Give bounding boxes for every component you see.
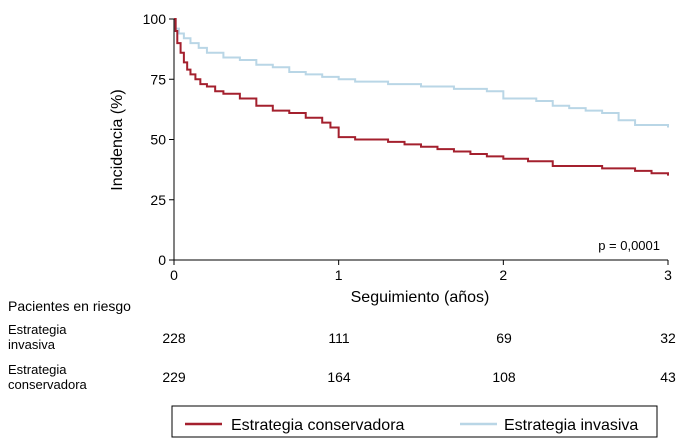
risk-value: 108 bbox=[492, 369, 516, 385]
x-ticks: 0 1 2 3 bbox=[170, 260, 672, 283]
risk-value: 69 bbox=[496, 330, 512, 346]
risk-value: 228 bbox=[162, 330, 186, 346]
y-tick-label: 50 bbox=[150, 132, 166, 148]
x-tick-label: 1 bbox=[335, 267, 343, 283]
y-tick-label: 0 bbox=[158, 252, 166, 268]
x-tick-label: 0 bbox=[170, 267, 178, 283]
legend: Estrategia conservadora Estrategia invas… bbox=[171, 405, 658, 438]
y-ticks: 0 25 50 75 100 bbox=[143, 11, 174, 268]
risk-value: 229 bbox=[162, 369, 186, 385]
legend-box bbox=[171, 405, 658, 438]
legend-label-conservadora: Estrategia conservadora bbox=[231, 417, 405, 434]
curve-layer bbox=[174, 18, 669, 176]
y-axis-title: Incidencia (%) bbox=[109, 89, 126, 190]
series-line-conservadora bbox=[174, 18, 669, 176]
x-axis-title: Seguimiento (años) bbox=[351, 289, 490, 306]
x-tick-label: 3 bbox=[664, 267, 672, 283]
risk-row-label-line1: Estrategia bbox=[8, 362, 67, 377]
risk-value: 111 bbox=[328, 330, 349, 346]
risk-row-label-line2: conservadora bbox=[8, 377, 88, 392]
risk-value: 164 bbox=[327, 369, 351, 385]
legend-label-invasiva: Estrategia invasiva bbox=[504, 417, 638, 434]
risk-value: 43 bbox=[660, 369, 676, 385]
risk-row-invasiva: Estrategia invasiva 228 111 69 32 bbox=[8, 322, 676, 352]
risk-table-title: Pacientes en riesgo bbox=[8, 298, 131, 314]
risk-row-conservadora: Estrategia conservadora 229 164 108 43 bbox=[8, 362, 676, 392]
y-tick-label: 100 bbox=[143, 11, 167, 27]
risk-value: 32 bbox=[660, 330, 676, 346]
risk-row-label-line1: Estrategia bbox=[8, 322, 67, 337]
p-value-annotation: p = 0,0001 bbox=[598, 238, 660, 253]
y-tick-label: 75 bbox=[150, 71, 166, 87]
y-tick-label: 25 bbox=[150, 192, 166, 208]
x-tick-label: 2 bbox=[499, 267, 507, 283]
risk-row-label-line2: invasiva bbox=[8, 337, 56, 352]
series-line-invasiva bbox=[174, 18, 669, 128]
